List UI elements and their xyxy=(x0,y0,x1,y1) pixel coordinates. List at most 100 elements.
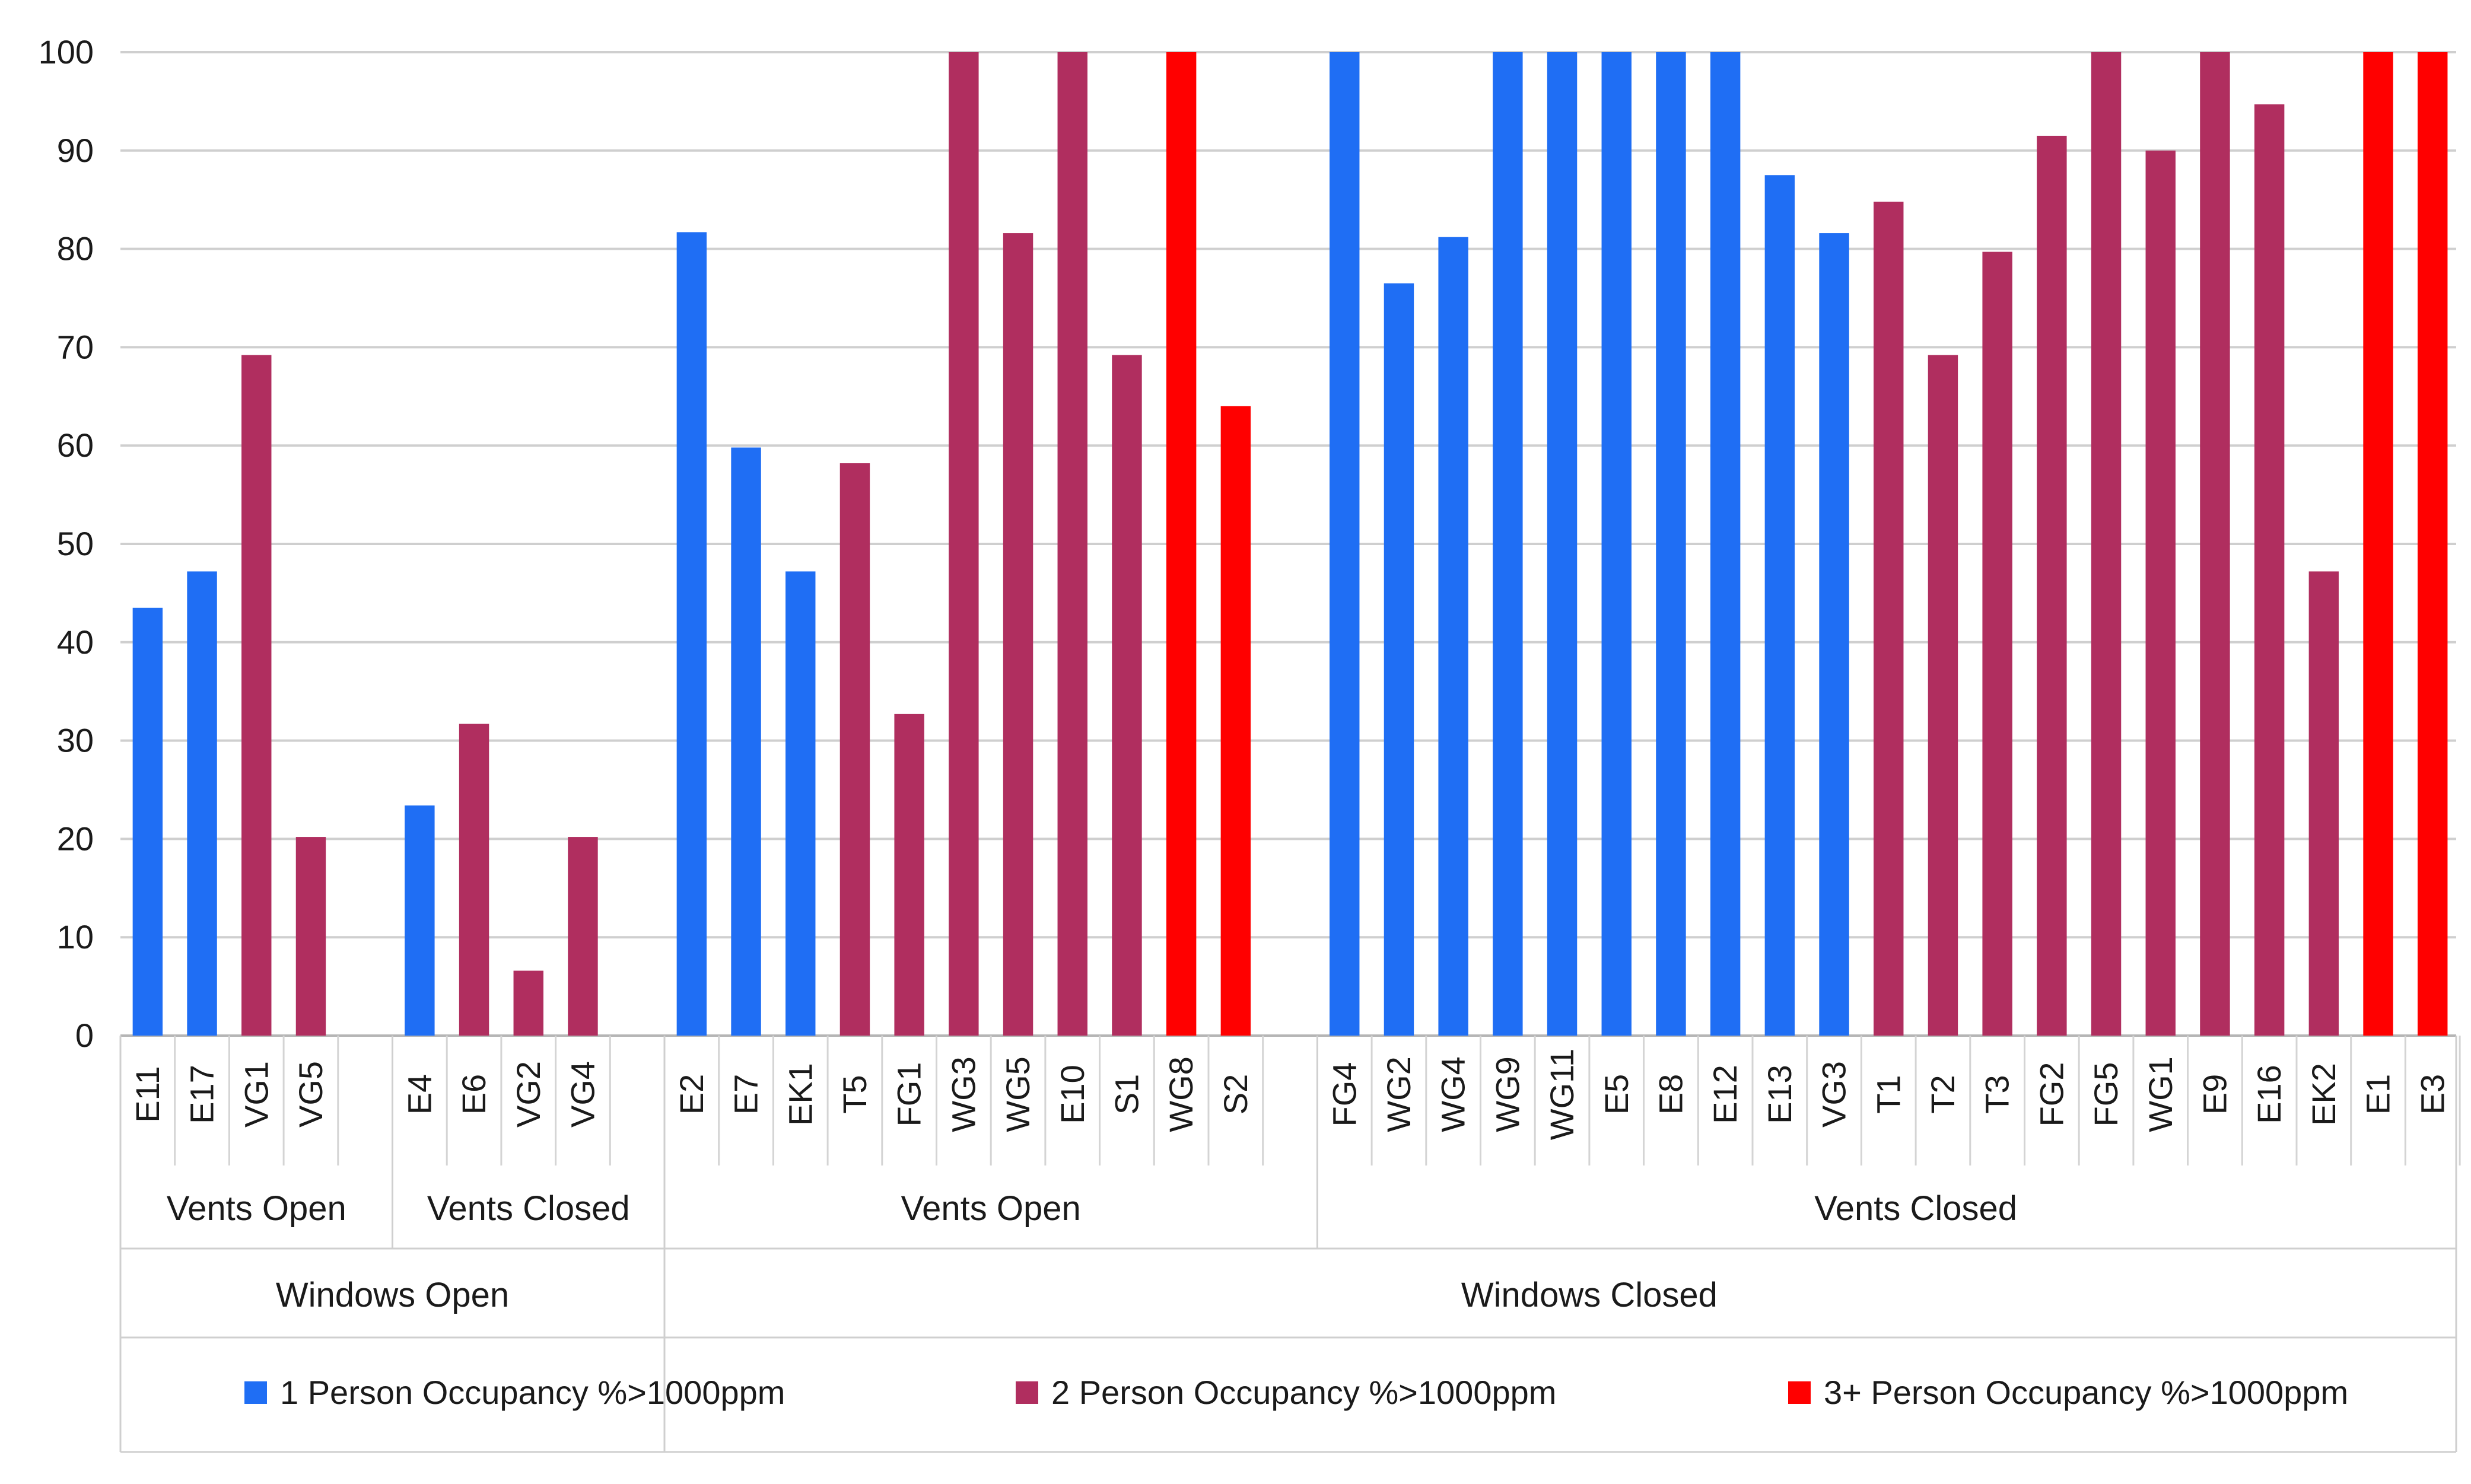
category-label: E8 xyxy=(1652,1074,1689,1115)
bars xyxy=(132,52,2448,1036)
y-tick-label: 100 xyxy=(39,33,94,71)
category-label: T3 xyxy=(1979,1075,2016,1113)
bar xyxy=(894,714,924,1036)
bar xyxy=(405,805,435,1036)
bar xyxy=(731,447,761,1036)
bar xyxy=(949,52,979,1036)
y-tick-label: 80 xyxy=(57,230,94,267)
category-label: WG11 xyxy=(1543,1049,1580,1141)
bar xyxy=(2363,52,2393,1036)
category-label: T2 xyxy=(1924,1075,1961,1113)
category-label: WG8 xyxy=(1162,1056,1200,1132)
category-label: VG2 xyxy=(510,1061,547,1128)
bar xyxy=(676,232,707,1036)
subgroup-label: Vents Closed xyxy=(1814,1189,2017,1228)
subgroup-label: Vents Open xyxy=(901,1189,1081,1228)
bar xyxy=(568,837,598,1036)
category-label: E16 xyxy=(2250,1065,2288,1124)
legend-label: 3+ Person Occupancy %>1000ppm xyxy=(1824,1374,2348,1411)
y-tick-label: 30 xyxy=(57,722,94,759)
bar xyxy=(785,571,816,1036)
category-label: WG1 xyxy=(2142,1056,2179,1132)
category-label: VG1 xyxy=(237,1061,275,1128)
bar xyxy=(1166,52,1197,1036)
category-label: T5 xyxy=(836,1075,873,1113)
category-label: WG2 xyxy=(1380,1056,1417,1132)
category-label: E1 xyxy=(2359,1074,2397,1115)
category-label: EK2 xyxy=(2305,1063,2342,1126)
bar xyxy=(2418,52,2448,1036)
category-label: E4 xyxy=(400,1074,438,1115)
y-tick-label: 20 xyxy=(57,820,94,857)
category-label: E11 xyxy=(129,1066,166,1122)
category-label: E3 xyxy=(2413,1074,2451,1115)
category-label: E12 xyxy=(1706,1065,1744,1124)
bar xyxy=(2037,135,2067,1036)
category-label: FG5 xyxy=(2087,1062,2125,1127)
category-label: E17 xyxy=(183,1065,221,1124)
legend: 1 Person Occupancy %>1000ppm 2 Person Occ… xyxy=(244,1374,2348,1411)
category-label: T1 xyxy=(1869,1075,1907,1113)
legend-swatch xyxy=(1016,1381,1038,1404)
bar xyxy=(1928,355,1958,1036)
bar xyxy=(1601,52,1632,1036)
category-label: WG4 xyxy=(1435,1056,1472,1132)
bar xyxy=(1112,355,1142,1036)
bar xyxy=(1330,52,1360,1036)
category-label: WG5 xyxy=(999,1056,1036,1132)
bar xyxy=(1764,175,1795,1036)
bar xyxy=(839,463,870,1036)
bar xyxy=(1003,233,1033,1036)
bar xyxy=(1438,237,1468,1036)
bar xyxy=(187,571,217,1036)
bar xyxy=(2308,571,2339,1036)
bar xyxy=(241,355,272,1036)
group-label: Windows Open xyxy=(276,1276,509,1314)
bar xyxy=(1982,251,2012,1036)
category-label: E5 xyxy=(1598,1074,1635,1115)
bar xyxy=(1819,233,1849,1036)
gridlines xyxy=(120,51,2456,1037)
category-label: S2 xyxy=(1217,1074,1254,1115)
bar xyxy=(2145,150,2176,1036)
category-label: FG4 xyxy=(1325,1062,1363,1127)
bar xyxy=(1057,52,1087,1036)
y-tick-label: 40 xyxy=(57,623,94,661)
legend-label: 1 Person Occupancy %>1000ppm xyxy=(280,1374,785,1411)
bar xyxy=(1547,52,1578,1036)
bar xyxy=(513,970,543,1036)
bar xyxy=(1384,283,1414,1036)
category-label: VG5 xyxy=(292,1061,329,1128)
y-tick-label: 50 xyxy=(57,525,94,562)
category-label: WG3 xyxy=(944,1056,982,1132)
category-label: E6 xyxy=(455,1074,492,1115)
y-tick-label: 70 xyxy=(57,328,94,365)
category-label: VG3 xyxy=(1815,1061,1853,1128)
category-label: E13 xyxy=(1761,1065,1798,1124)
category-label: WG9 xyxy=(1489,1056,1526,1132)
y-tick-label: 10 xyxy=(57,918,94,956)
bar xyxy=(1220,406,1251,1036)
bar xyxy=(2200,52,2230,1036)
legend-swatch xyxy=(244,1381,267,1404)
bar xyxy=(132,607,163,1036)
subgroup-label: Vents Closed xyxy=(427,1189,630,1228)
group-label: Windows Closed xyxy=(1461,1276,1718,1314)
category-label: VG4 xyxy=(564,1061,601,1128)
y-tick-label: 90 xyxy=(57,132,94,169)
bar xyxy=(459,724,489,1036)
legend-swatch xyxy=(1788,1381,1811,1404)
y-axis-tick-labels: 0 10 20 30 40 50 60 70 80 90 100 xyxy=(39,33,94,1054)
y-tick-label: 0 xyxy=(75,1017,94,1054)
legend-label: 2 Person Occupancy %>1000ppm xyxy=(1051,1374,1556,1411)
bar xyxy=(1710,52,1741,1036)
category-label: FG2 xyxy=(2033,1062,2070,1127)
category-label: E9 xyxy=(2196,1074,2233,1115)
category-label: EK1 xyxy=(781,1063,819,1126)
subgroup-label: Vents Open xyxy=(167,1189,346,1228)
y-tick-label: 60 xyxy=(57,426,94,464)
category-label: E7 xyxy=(727,1074,765,1115)
bar xyxy=(295,837,326,1036)
category-label: E10 xyxy=(1054,1065,1091,1124)
